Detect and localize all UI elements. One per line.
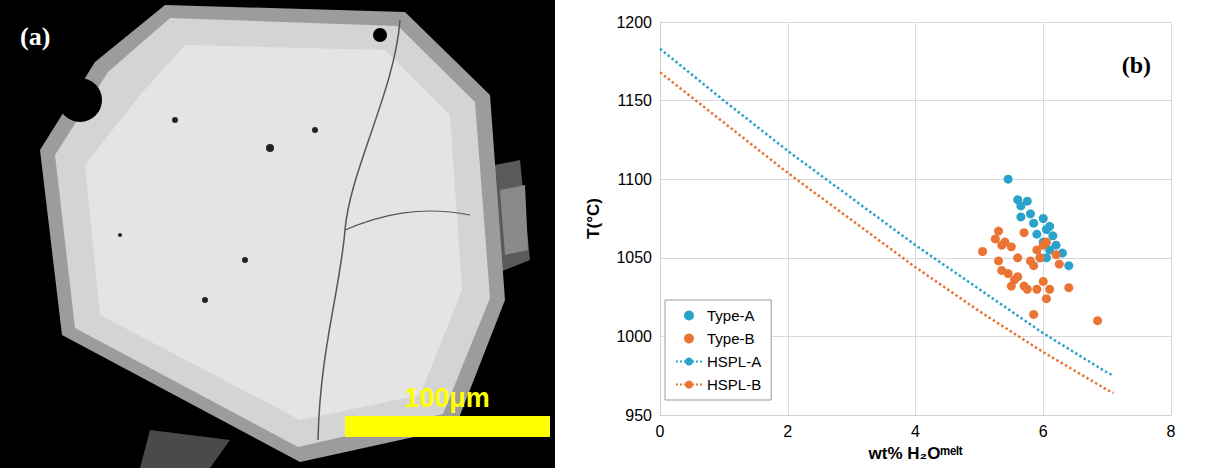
svg-text:8: 8: [1167, 423, 1176, 440]
svg-text:(b): (b): [1122, 52, 1151, 78]
svg-text:HSPL-A: HSPL-A: [707, 353, 761, 370]
svg-text:0: 0: [656, 423, 665, 440]
svg-text:4: 4: [911, 423, 920, 440]
svg-text:1000: 1000: [616, 328, 652, 345]
svg-text:1050: 1050: [616, 249, 652, 266]
svg-text:100μm: 100μm: [404, 383, 490, 413]
svg-text:1200: 1200: [616, 14, 652, 31]
svg-text:6: 6: [1039, 423, 1048, 440]
svg-text:950: 950: [625, 407, 652, 424]
svg-text:1100: 1100: [618, 171, 653, 188]
svg-text:T(°C): T(°C): [584, 198, 603, 239]
svg-text:2: 2: [783, 423, 792, 440]
svg-text:Type-B: Type-B: [707, 330, 755, 347]
svg-text:HSPL-B: HSPL-B: [707, 376, 761, 393]
svg-text:(a): (a): [20, 22, 50, 51]
svg-text:wt% H₂Oᵐᵉˡᵗ: wt% H₂Oᵐᵉˡᵗ: [868, 444, 963, 463]
svg-text:1150: 1150: [618, 92, 653, 109]
svg-text:Type-A: Type-A: [707, 307, 755, 324]
